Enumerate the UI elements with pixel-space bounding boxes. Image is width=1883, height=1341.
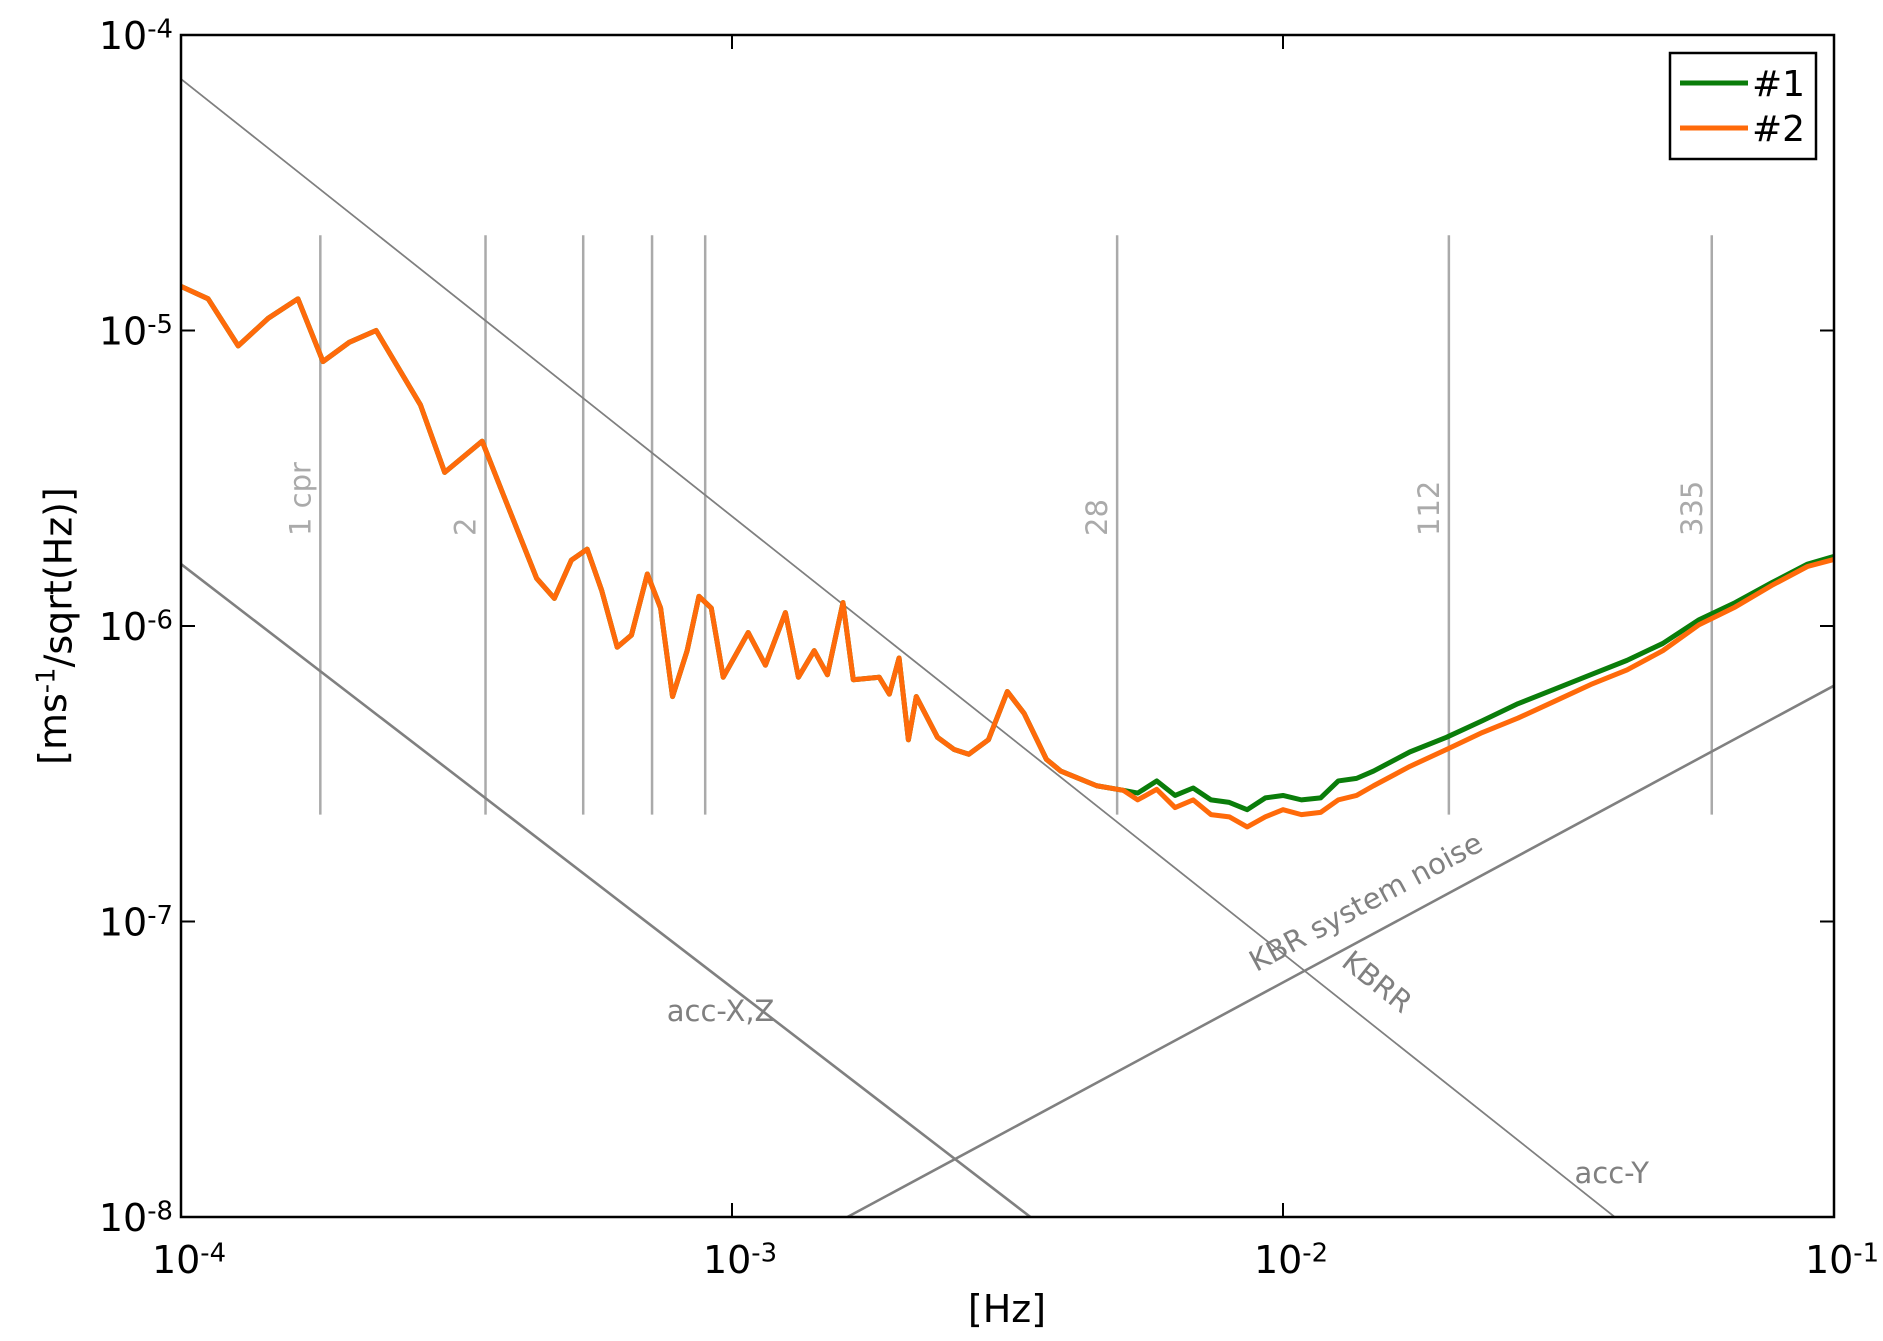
reference-line — [180, 78, 1616, 1218]
harmonic-label: 28 — [1080, 499, 1114, 536]
x-tick-label: 10-3 — [703, 1238, 777, 1282]
x-tick-label: 10-2 — [1254, 1238, 1328, 1282]
y-tick-label: 10-6 — [99, 605, 173, 649]
harmonic-label: 1 cpr — [283, 462, 317, 536]
x-tick-label: 10-1 — [1805, 1238, 1879, 1282]
series-line — [179, 284, 1835, 813]
x-axis-label: [Hz] — [968, 1287, 1046, 1331]
reference-line — [180, 563, 1032, 1219]
y-tick-label: 10-5 — [99, 310, 173, 354]
legend-label: #1 — [1752, 64, 1805, 105]
legend-label: #2 — [1752, 109, 1805, 150]
y-tick-label: 10-4 — [99, 14, 173, 58]
reference-label: acc-Y — [1575, 1156, 1650, 1190]
reference-label: KBRR — [1336, 944, 1419, 1020]
harmonic-label: 335 — [1675, 481, 1709, 536]
reference-line — [846, 684, 1835, 1219]
series-line — [179, 284, 1835, 830]
legend-box — [1668, 51, 1818, 161]
y-tick-label: 10-8 — [99, 1196, 173, 1240]
y-tick-label: 10-7 — [99, 901, 173, 945]
y-axis-label: [ms-1/sqrt(Hz)] — [31, 487, 80, 765]
plot-frame — [179, 33, 1836, 1219]
reference-label: acc-X,Z — [667, 994, 775, 1028]
x-tick-label: 10-4 — [152, 1238, 226, 1282]
harmonic-label: 2 — [449, 518, 483, 536]
harmonic-label: 112 — [1412, 481, 1446, 536]
